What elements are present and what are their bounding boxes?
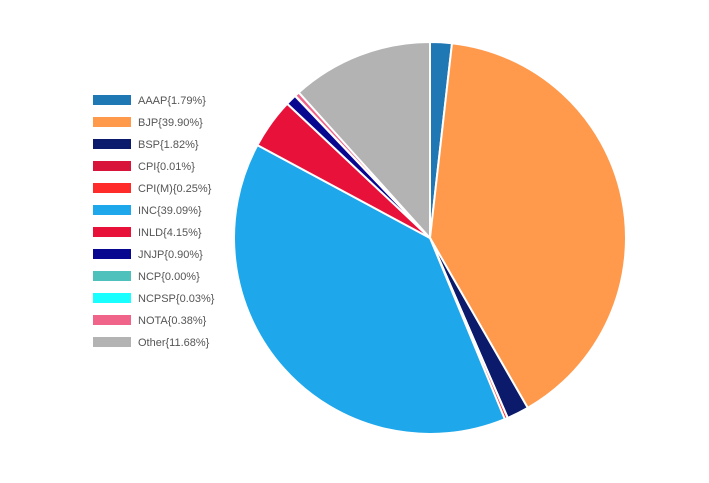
legend-label: JNJP{0.90%} bbox=[138, 249, 203, 261]
legend-label: INLD{4.15%} bbox=[138, 227, 202, 239]
legend-swatch bbox=[93, 249, 131, 259]
legend-swatch bbox=[93, 95, 131, 105]
legend-label: NCPSP{0.03%} bbox=[138, 293, 215, 305]
legend-item[interactable]: BJP{39.90%} bbox=[93, 117, 203, 129]
legend-item[interactable]: INC{39.09%} bbox=[93, 205, 202, 217]
legend-item[interactable]: AAAP{1.79%} bbox=[93, 95, 206, 107]
legend-item[interactable]: NCPSP{0.03%} bbox=[93, 293, 215, 305]
pie-slice-other[interactable] bbox=[297, 41, 431, 239]
pie-slice-inc[interactable] bbox=[233, 144, 506, 435]
legend-swatch bbox=[93, 161, 131, 171]
pie-slice-bjp[interactable] bbox=[429, 42, 627, 409]
legend-label: NCP{0.00%} bbox=[138, 271, 200, 283]
legend-swatch bbox=[93, 271, 131, 281]
legend-label: INC{39.09%} bbox=[138, 205, 202, 217]
legend-swatch bbox=[93, 337, 131, 347]
legend-item[interactable]: JNJP{0.90%} bbox=[93, 249, 203, 261]
legend-item[interactable]: Other{11.68%} bbox=[93, 337, 210, 349]
legend-swatch bbox=[93, 315, 131, 325]
legend-item[interactable]: NOTA{0.38%} bbox=[93, 315, 207, 327]
legend-label: CPI(M){0.25%} bbox=[138, 183, 212, 195]
legend-item[interactable]: CPI(M){0.25%} bbox=[93, 183, 212, 195]
pie-slices bbox=[233, 41, 627, 435]
legend-label: BJP{39.90%} bbox=[138, 117, 203, 129]
legend-label: AAAP{1.79%} bbox=[138, 95, 206, 107]
legend-item[interactable]: CPI{0.01%} bbox=[93, 161, 195, 173]
legend-label: BSP{1.82%} bbox=[138, 139, 199, 151]
legend-item[interactable]: INLD{4.15%} bbox=[93, 227, 202, 239]
legend-swatch bbox=[93, 227, 131, 237]
legend-swatch bbox=[93, 139, 131, 149]
legend-item[interactable]: BSP{1.82%} bbox=[93, 139, 199, 151]
legend-swatch bbox=[93, 183, 131, 193]
chart-legend: AAAP{1.79%} BJP{39.90%} BSP{1.82%} CPI{0.01… bbox=[93, 95, 215, 349]
legend-item[interactable]: NCP{0.00%} bbox=[93, 271, 200, 283]
legend-swatch bbox=[93, 293, 131, 303]
legend-label: Other{11.68%} bbox=[138, 337, 210, 349]
legend-swatch bbox=[93, 117, 131, 127]
legend-swatch bbox=[93, 205, 131, 215]
legend-label: NOTA{0.38%} bbox=[138, 315, 207, 327]
legend-label: CPI{0.01%} bbox=[138, 161, 195, 173]
